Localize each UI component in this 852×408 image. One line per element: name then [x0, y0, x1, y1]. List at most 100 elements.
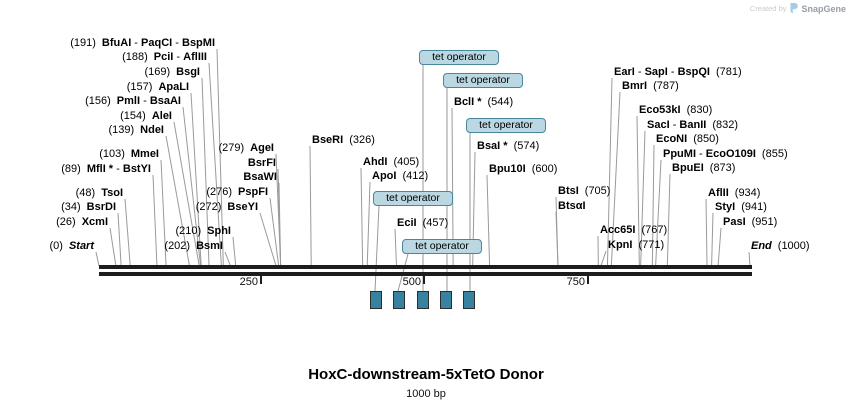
site-label-bsai[interactable]: BsaI * (574) [477, 140, 540, 152]
leader-line [173, 121, 200, 267]
site-label-bsmi[interactable]: (202) BsmI [164, 240, 223, 252]
leader-line [486, 174, 491, 267]
site-label-bcli[interactable]: BclI * (544) [454, 96, 514, 108]
leader-line [259, 212, 277, 267]
snapgene-logo-icon [789, 3, 799, 14]
axis-tick-label: 250 [239, 276, 258, 288]
site-label-end[interactable]: End (1000) [751, 240, 810, 252]
leader-line [374, 205, 380, 292]
leader-line [711, 212, 714, 267]
site-label-ndei[interactable]: (139) NdeI [108, 124, 164, 136]
leader-line [705, 198, 708, 267]
leader-line [640, 130, 646, 267]
site-label-start[interactable]: (0) Start [49, 240, 94, 252]
axis-tick [423, 273, 425, 284]
leader-line [278, 182, 282, 267]
site-label-eco53ki[interactable]: Eco53kI (830) [639, 104, 713, 116]
site-label-sphi[interactable]: (210) SphI [175, 225, 231, 237]
site-label-apali[interactable]: (157) ApaLI [126, 81, 189, 93]
site-label-pspfi[interactable]: (276) PspFI [206, 186, 268, 198]
site-label-kpni[interactable]: KpnI (771) [608, 239, 665, 251]
leader-line [269, 197, 280, 267]
sequence-title: HoxC-downstream-5xTetO Donor [308, 366, 544, 383]
tet-operator-box[interactable] [370, 291, 382, 309]
tet-operator-pill[interactable]: tet operator [373, 191, 453, 206]
leader-line [600, 250, 607, 267]
leader-line [95, 251, 100, 267]
site-label-btsi[interactable]: BtsI (705) [558, 185, 611, 197]
leader-line [165, 135, 190, 267]
tet-operator-pill[interactable]: tet operator [443, 73, 523, 88]
site-label-bsawi[interactable]: BsaWI [243, 171, 277, 183]
site-label-apoi[interactable]: ApoI (412) [372, 170, 429, 182]
site-label-xcmi[interactable]: (26) XcmI [56, 216, 108, 228]
leader-line [309, 145, 312, 267]
leader-line [124, 198, 131, 267]
leader-line [117, 212, 122, 267]
site-label-mmei[interactable]: (103) MmeI [99, 148, 159, 160]
site-label-bsgi[interactable]: (169) BsgI [144, 66, 200, 78]
snapgene-watermark: Created by SnapGene [750, 3, 846, 14]
leader-line [360, 167, 364, 267]
axis-tick [587, 273, 589, 284]
leader-line [152, 174, 158, 267]
site-label-agei[interactable]: (279) AgeI [218, 142, 274, 154]
site-label-econi[interactable]: EcoNI (850) [656, 133, 719, 145]
site-label-pcii-afliii[interactable]: (188) PciI - AflIII [122, 51, 207, 63]
site-label-bseri[interactable]: BseRI (326) [312, 134, 375, 146]
leader-line [109, 227, 117, 267]
leader-line [182, 106, 202, 267]
site-label-ahdi[interactable]: AhdI (405) [363, 156, 420, 168]
site-label-bsrfi[interactable]: BsrFI [247, 157, 276, 169]
site-label-mfli-bstyi[interactable]: (89) MflI * - BstYI [61, 163, 151, 175]
site-label-eari-sapi-bspqi[interactable]: EarI - SapI - BspQI (781) [614, 66, 742, 78]
tet-operator-box[interactable] [440, 291, 452, 309]
sequence-line-top[interactable] [99, 265, 752, 269]
site-label-bsrdi[interactable]: (34) BsrDI [61, 201, 116, 213]
tet-operator-box[interactable] [393, 291, 405, 309]
site-label-pasi[interactable]: PasI (951) [723, 216, 778, 228]
site-label-bseyi[interactable]: (272) BseYI [195, 201, 258, 213]
site-label-btsαi[interactable]: BtsαI [558, 200, 586, 212]
axis-tick [260, 273, 262, 284]
site-label-bpu10i[interactable]: Bpu10I (600) [489, 163, 558, 175]
leader-line [748, 251, 751, 267]
site-label-bmri[interactable]: BmrI (787) [622, 80, 679, 92]
site-label-tsoi[interactable]: (48) TsoI [75, 187, 123, 199]
leader-line [666, 173, 671, 267]
leader-line [394, 228, 398, 267]
site-label-bfuai-paqci-bspmi[interactable]: (191) BfuAI - PaqCI - BspMI [70, 37, 215, 49]
leader-line [208, 62, 222, 267]
leader-line [160, 159, 167, 267]
site-label-bpuei[interactable]: BpuEI (873) [672, 162, 736, 174]
tet-operator-pill[interactable]: tet operator [466, 118, 546, 133]
site-label-styi[interactable]: StyI (941) [715, 201, 767, 213]
leader-line [216, 48, 224, 267]
site-label-aflii[interactable]: AflII (934) [708, 187, 761, 199]
site-label-ppumi-ecoo109i[interactable]: PpuMI - EcoO109I (855) [663, 148, 788, 160]
site-label-saci-banii[interactable]: SacI - BanII (832) [647, 119, 739, 131]
tet-operator-pill[interactable]: tet operator [402, 239, 482, 254]
leader-line [636, 115, 640, 267]
leader-line [651, 144, 655, 267]
leader-line [555, 211, 559, 267]
tet-operator-pill[interactable]: tet operator [419, 50, 499, 65]
leader-line [190, 92, 202, 267]
site-label-ecii[interactable]: EciI (457) [397, 217, 449, 229]
leader-line [610, 91, 621, 267]
leader-line [201, 77, 210, 267]
leader-line [224, 251, 231, 267]
leader-line [717, 227, 722, 267]
sequence-line-bottom[interactable] [99, 272, 752, 276]
axis-tick-label: 750 [566, 276, 585, 288]
tet-operator-box[interactable] [417, 291, 429, 309]
leader-line [232, 236, 237, 267]
site-label-pmli-bsaai[interactable]: (156) PmlI - BsaAI [85, 95, 181, 107]
leader-line [366, 181, 371, 267]
site-label-alei[interactable]: (154) AleI [120, 110, 172, 122]
tet-operator-box[interactable] [463, 291, 475, 309]
site-label-acc65i[interactable]: Acc65I (767) [600, 224, 668, 236]
axis-tick-label: 500 [402, 276, 421, 288]
created-by-text: Created by [749, 4, 787, 13]
